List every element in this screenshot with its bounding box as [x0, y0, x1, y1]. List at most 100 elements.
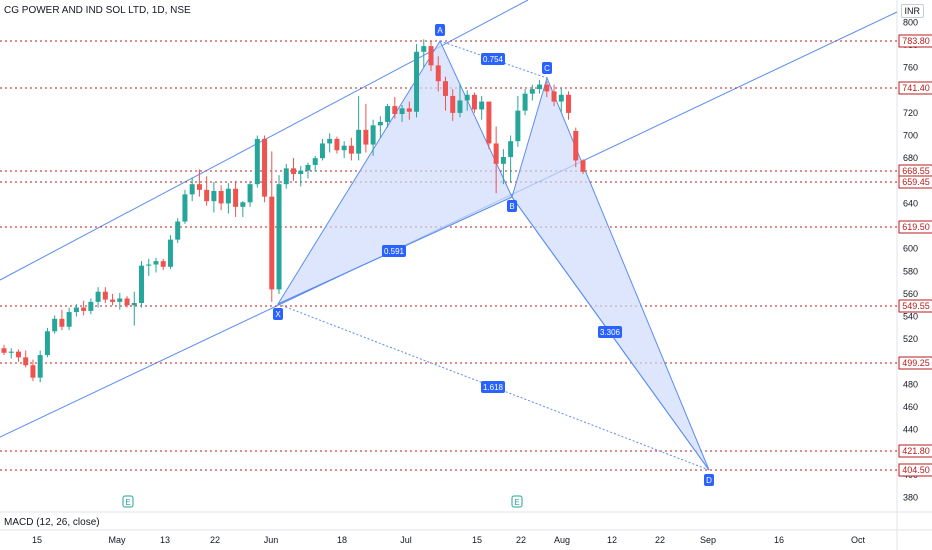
candle-body[interactable]	[124, 298, 130, 306]
candle-body[interactable]	[399, 108, 405, 115]
candle-body[interactable]	[580, 160, 586, 172]
candle-body[interactable]	[464, 94, 470, 101]
candle-body[interactable]	[66, 312, 72, 327]
currency-badge[interactable]: INR	[900, 4, 924, 18]
candle-body[interactable]	[406, 108, 412, 112]
pattern-bcd-triangle[interactable]	[511, 76, 710, 471]
candle-body[interactable]	[450, 95, 456, 113]
candle-body[interactable]	[233, 188, 239, 207]
candle-body[interactable]	[204, 189, 210, 202]
candle-body[interactable]	[363, 129, 369, 145]
candle-body[interactable]	[254, 138, 260, 185]
candle-body[interactable]	[131, 303, 137, 306]
candle-body[interactable]	[312, 158, 318, 165]
candle-body[interactable]	[500, 157, 506, 164]
candle-body[interactable]	[414, 51, 420, 112]
candle-body[interactable]	[211, 190, 217, 202]
pattern-point-badge[interactable]	[507, 200, 517, 212]
candle-body[interactable]	[551, 91, 557, 102]
candle-body[interactable]	[37, 355, 43, 378]
candle-body[interactable]	[153, 261, 159, 265]
candle-body[interactable]	[189, 184, 195, 195]
pattern-ratio-badge[interactable]	[598, 326, 622, 338]
candle-body[interactable]	[529, 89, 535, 94]
pattern-point-badge[interactable]	[542, 62, 552, 74]
candle-body[interactable]	[269, 196, 275, 290]
candle-body[interactable]	[392, 106, 398, 115]
candle-body[interactable]	[102, 291, 108, 300]
candle-body[interactable]	[566, 94, 572, 113]
candle-body[interactable]	[327, 138, 333, 144]
candle-body[interactable]	[139, 265, 145, 303]
candle-body[interactable]	[334, 138, 340, 151]
pattern-point-badge[interactable]	[273, 308, 283, 320]
candle-body[interactable]	[225, 188, 231, 204]
candle-body[interactable]	[558, 94, 564, 102]
candle-body[interactable]	[117, 298, 123, 302]
candle-body[interactable]	[196, 184, 202, 190]
candle-body[interactable]	[30, 365, 36, 378]
candle-body[interactable]	[88, 301, 94, 311]
candle-body[interactable]	[319, 143, 325, 159]
candle-body[interactable]	[442, 81, 448, 96]
candle-body[interactable]	[95, 291, 101, 302]
candle-body[interactable]	[537, 84, 543, 90]
candle-body[interactable]	[471, 94, 477, 110]
candle-body[interactable]	[435, 65, 441, 82]
candle-body[interactable]	[8, 351, 14, 353]
earnings-marker[interactable]	[122, 495, 134, 508]
pattern-point-badge[interactable]	[704, 474, 714, 486]
pattern-point-label: X	[275, 310, 281, 319]
candle-body[interactable]	[1, 348, 7, 353]
candle-body[interactable]	[493, 143, 499, 164]
candle-body[interactable]	[341, 145, 347, 151]
candle-body[interactable]	[291, 168, 296, 174]
pattern-ratio-badge[interactable]	[382, 245, 406, 257]
candle-body[interactable]	[573, 131, 579, 161]
candle-body[interactable]	[15, 351, 21, 358]
candle-body[interactable]	[348, 145, 354, 154]
candle-body[interactable]	[370, 125, 376, 145]
candle-body[interactable]	[486, 101, 492, 144]
macd-indicator-label[interactable]: MACD (12, 26, close)	[4, 517, 100, 528]
candle-body[interactable]	[305, 164, 311, 171]
candle-body[interactable]	[377, 121, 383, 126]
pattern-xd-dotted[interactable]	[277, 303, 710, 471]
candle-body[interactable]	[175, 221, 181, 240]
candle-body[interactable]	[522, 93, 528, 111]
candle-body[interactable]	[385, 106, 391, 122]
candle-body[interactable]	[515, 110, 521, 142]
candle-body[interactable]	[247, 184, 253, 203]
candle-body[interactable]	[160, 261, 166, 267]
candle-body[interactable]	[146, 264, 152, 266]
candle-body[interactable]	[457, 100, 463, 113]
candle-body[interactable]	[59, 318, 65, 327]
candle-body[interactable]	[44, 331, 50, 356]
pattern-point-badge[interactable]	[435, 24, 445, 36]
pattern-xab-triangle[interactable]	[276, 39, 513, 306]
candle-body[interactable]	[421, 46, 427, 52]
candle-body[interactable]	[240, 202, 246, 207]
candle-body[interactable]	[479, 101, 485, 110]
candle-body[interactable]	[218, 190, 224, 204]
candle-body[interactable]	[428, 46, 434, 66]
candle-body[interactable]	[52, 318, 58, 332]
candle-body[interactable]	[110, 299, 116, 302]
candle-body[interactable]	[544, 84, 550, 92]
pattern-ratio-badge[interactable]	[481, 381, 505, 393]
candle-body[interactable]	[356, 129, 362, 154]
candle-body[interactable]	[23, 357, 29, 366]
candle-body[interactable]	[276, 184, 282, 290]
candle-body[interactable]	[73, 307, 79, 313]
candle-body[interactable]	[298, 170, 304, 174]
candle-body[interactable]	[508, 141, 514, 158]
candle-body[interactable]	[182, 194, 188, 222]
pattern-ratio-badge[interactable]	[481, 53, 505, 65]
candle-body[interactable]	[167, 239, 173, 267]
candle-body[interactable]	[262, 138, 268, 197]
earnings-marker[interactable]	[511, 495, 523, 508]
candle-body[interactable]	[81, 307, 87, 311]
candle-body[interactable]	[283, 168, 289, 185]
